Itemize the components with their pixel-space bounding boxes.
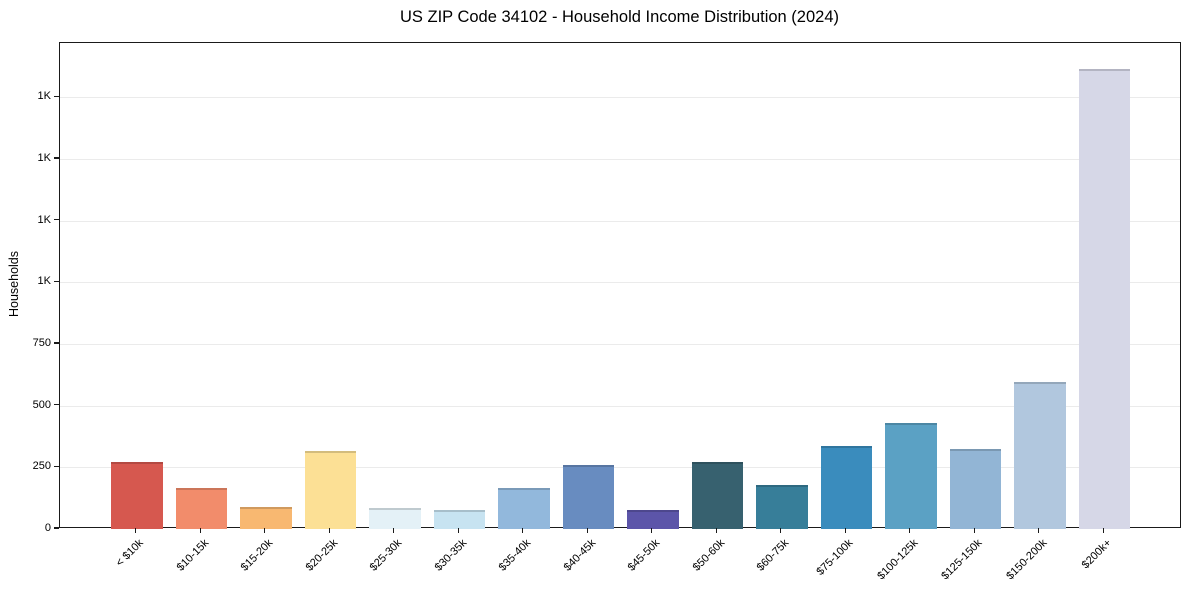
bar xyxy=(1078,69,1131,529)
x-tick-label: $150-200k xyxy=(1004,537,1050,583)
x-tick-label: $45-50k xyxy=(625,537,663,574)
y-tick-mark xyxy=(54,342,59,344)
bar xyxy=(304,451,357,529)
y-tick-mark xyxy=(54,95,59,97)
x-tick-mark xyxy=(199,528,201,533)
bar xyxy=(885,423,937,529)
y-tick-mark xyxy=(54,280,59,282)
y-tick-mark xyxy=(54,157,59,159)
x-tick-mark xyxy=(909,528,911,533)
y-tick-label: 250 xyxy=(32,460,51,473)
x-tick-mark xyxy=(651,528,653,533)
y-tick-label: 0 xyxy=(44,522,51,534)
x-tick-label: < $10k xyxy=(114,537,147,570)
bar xyxy=(111,462,163,529)
bar xyxy=(240,507,292,529)
x-tick-label: $30-35k xyxy=(432,537,469,574)
x-tick-mark xyxy=(1102,528,1104,533)
y-tick-label: 1K xyxy=(37,151,51,164)
x-tick-label: $60-75k xyxy=(754,537,792,574)
x-tick-label: $200k+ xyxy=(1079,537,1114,572)
x-tick-label: $20-25k xyxy=(303,537,340,574)
x-tick-mark xyxy=(715,528,717,533)
gridline xyxy=(60,467,1180,469)
gridline xyxy=(60,97,1180,99)
x-tick-label: $75-100k xyxy=(814,537,856,578)
bar xyxy=(691,462,744,529)
bar xyxy=(820,446,873,529)
y-tick-label: 1K xyxy=(37,275,51,288)
gridline xyxy=(60,282,1180,284)
x-tick-label: $35-40k xyxy=(496,537,534,574)
plot-area xyxy=(59,42,1181,529)
x-tick-label: $125-150k xyxy=(939,537,985,583)
x-tick-label: $40-45k xyxy=(561,537,598,574)
x-tick-mark xyxy=(973,528,975,533)
x-tick-mark xyxy=(135,528,137,533)
bar xyxy=(498,487,550,529)
x-tick-label: $100-125k xyxy=(875,537,921,583)
bar xyxy=(175,488,228,529)
y-tick-mark xyxy=(54,465,59,467)
y-tick-mark xyxy=(54,404,59,406)
x-tick-mark xyxy=(1038,528,1040,533)
gridline xyxy=(60,343,1180,345)
y-tick-label: 750 xyxy=(32,336,51,349)
x-tick-label: $50-60k xyxy=(690,537,727,574)
gridline xyxy=(60,158,1180,160)
x-tick-mark xyxy=(393,528,395,533)
bar xyxy=(369,507,421,529)
x-tick-label: $25-30k xyxy=(367,537,405,574)
x-tick-label: $15-20k xyxy=(238,537,276,574)
x-tick-mark xyxy=(328,528,330,533)
x-tick-mark xyxy=(586,528,588,533)
y-tick-mark xyxy=(54,219,59,221)
x-tick-mark xyxy=(264,528,266,533)
bar xyxy=(1014,381,1066,529)
bar xyxy=(433,509,486,529)
y-tick-label: 500 xyxy=(32,398,51,411)
chart-title: US ZIP Code 34102 - Household Income Dis… xyxy=(399,8,839,26)
y-tick-label: 1K xyxy=(37,90,51,103)
bar xyxy=(756,484,808,529)
bar xyxy=(949,448,1002,529)
bar xyxy=(562,465,615,529)
x-tick-label: $10-15k xyxy=(174,537,211,574)
x-tick-mark xyxy=(457,528,459,533)
gridline xyxy=(60,220,1180,222)
y-tick-mark xyxy=(54,527,59,529)
bar xyxy=(627,510,679,529)
x-tick-mark xyxy=(522,528,524,533)
x-tick-mark xyxy=(780,528,782,533)
y-tick-label: 1K xyxy=(37,213,51,226)
x-tick-mark xyxy=(844,528,846,533)
gridline xyxy=(60,405,1180,407)
